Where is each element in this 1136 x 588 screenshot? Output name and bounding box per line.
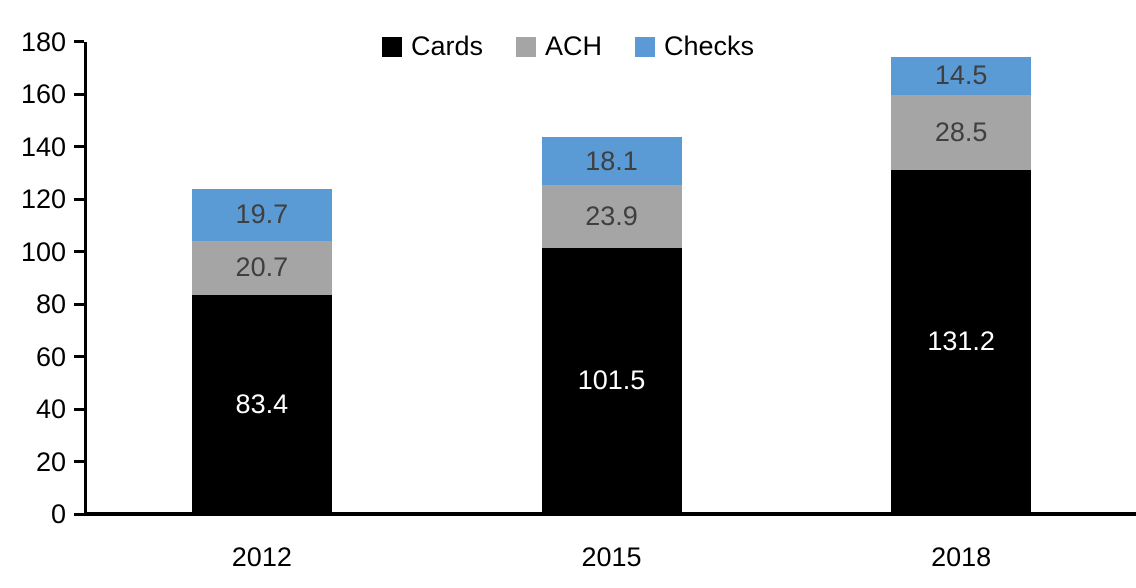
y-axis-tick <box>74 407 84 411</box>
y-axis-label: 140 <box>20 131 66 162</box>
legend-item-cards: Cards <box>381 31 483 62</box>
bar-segment-cards: 131.2 <box>891 169 1032 514</box>
y-axis-tick <box>74 302 84 306</box>
y-axis-tick <box>74 145 84 148</box>
legend-label: ACH <box>544 31 602 61</box>
legend-label: Cards <box>410 31 483 61</box>
bar-segment-checks: 18.1 <box>541 137 682 185</box>
bar-value-label: 101.5 <box>577 365 646 396</box>
legend-label: Checks <box>664 31 755 61</box>
bar-segment-ach: 28.5 <box>891 94 1032 170</box>
bar-value-label: 19.7 <box>235 199 289 230</box>
y-axis-label: 0 <box>50 499 66 529</box>
bar-segment-cards: 101.5 <box>541 247 682 514</box>
y-axis-tick <box>74 512 84 516</box>
y-axis-tick <box>74 460 84 463</box>
y-axis-line <box>84 41 87 516</box>
bar-value-label: 28.5 <box>934 116 988 147</box>
y-axis-tick <box>74 250 84 253</box>
y-axis-tick <box>74 355 84 358</box>
y-axis-label: 20 <box>35 446 66 477</box>
bar-value-label: 20.7 <box>235 252 289 283</box>
legend: Cards ACH Checks <box>0 31 1136 62</box>
bar-value-label: 131.2 <box>927 326 995 357</box>
bar-value-label: 23.9 <box>585 200 638 231</box>
y-axis-label: 80 <box>35 289 66 319</box>
y-axis-tick <box>74 40 84 43</box>
x-axis-line <box>84 512 1136 516</box>
y-axis-tick <box>74 92 84 96</box>
y-axis-label: 120 <box>20 184 66 214</box>
y-axis-label: 40 <box>35 394 66 424</box>
bar-value-label: 14.5 <box>934 60 988 91</box>
y-axis-label: 60 <box>35 341 66 372</box>
legend-item-checks: Checks <box>635 31 754 62</box>
legend-swatch-cards <box>381 36 402 57</box>
x-axis-label: 2015 <box>581 542 642 572</box>
legend-item-ach: ACH <box>515 31 602 62</box>
bar-value-label: 83.4 <box>235 389 289 420</box>
bar-segment-ach: 23.9 <box>541 184 682 248</box>
y-axis-tick <box>74 197 84 201</box>
bar-segment-cards: 83.4 <box>191 295 332 514</box>
y-axis-label: 100 <box>20 236 66 267</box>
bar-segment-ach: 20.7 <box>191 240 332 296</box>
x-axis-label: 2012 <box>231 542 292 572</box>
legend-swatch-ach <box>515 36 536 57</box>
legend-swatch-checks <box>635 36 655 57</box>
y-axis-label: 160 <box>20 79 66 109</box>
bar-value-label: 18.1 <box>585 145 638 176</box>
bar-segment-checks: 14.5 <box>891 56 1032 95</box>
x-axis-label: 2018 <box>931 542 992 572</box>
bar-segment-checks: 19.7 <box>191 189 332 241</box>
y-axis-label: 180 <box>20 26 66 57</box>
